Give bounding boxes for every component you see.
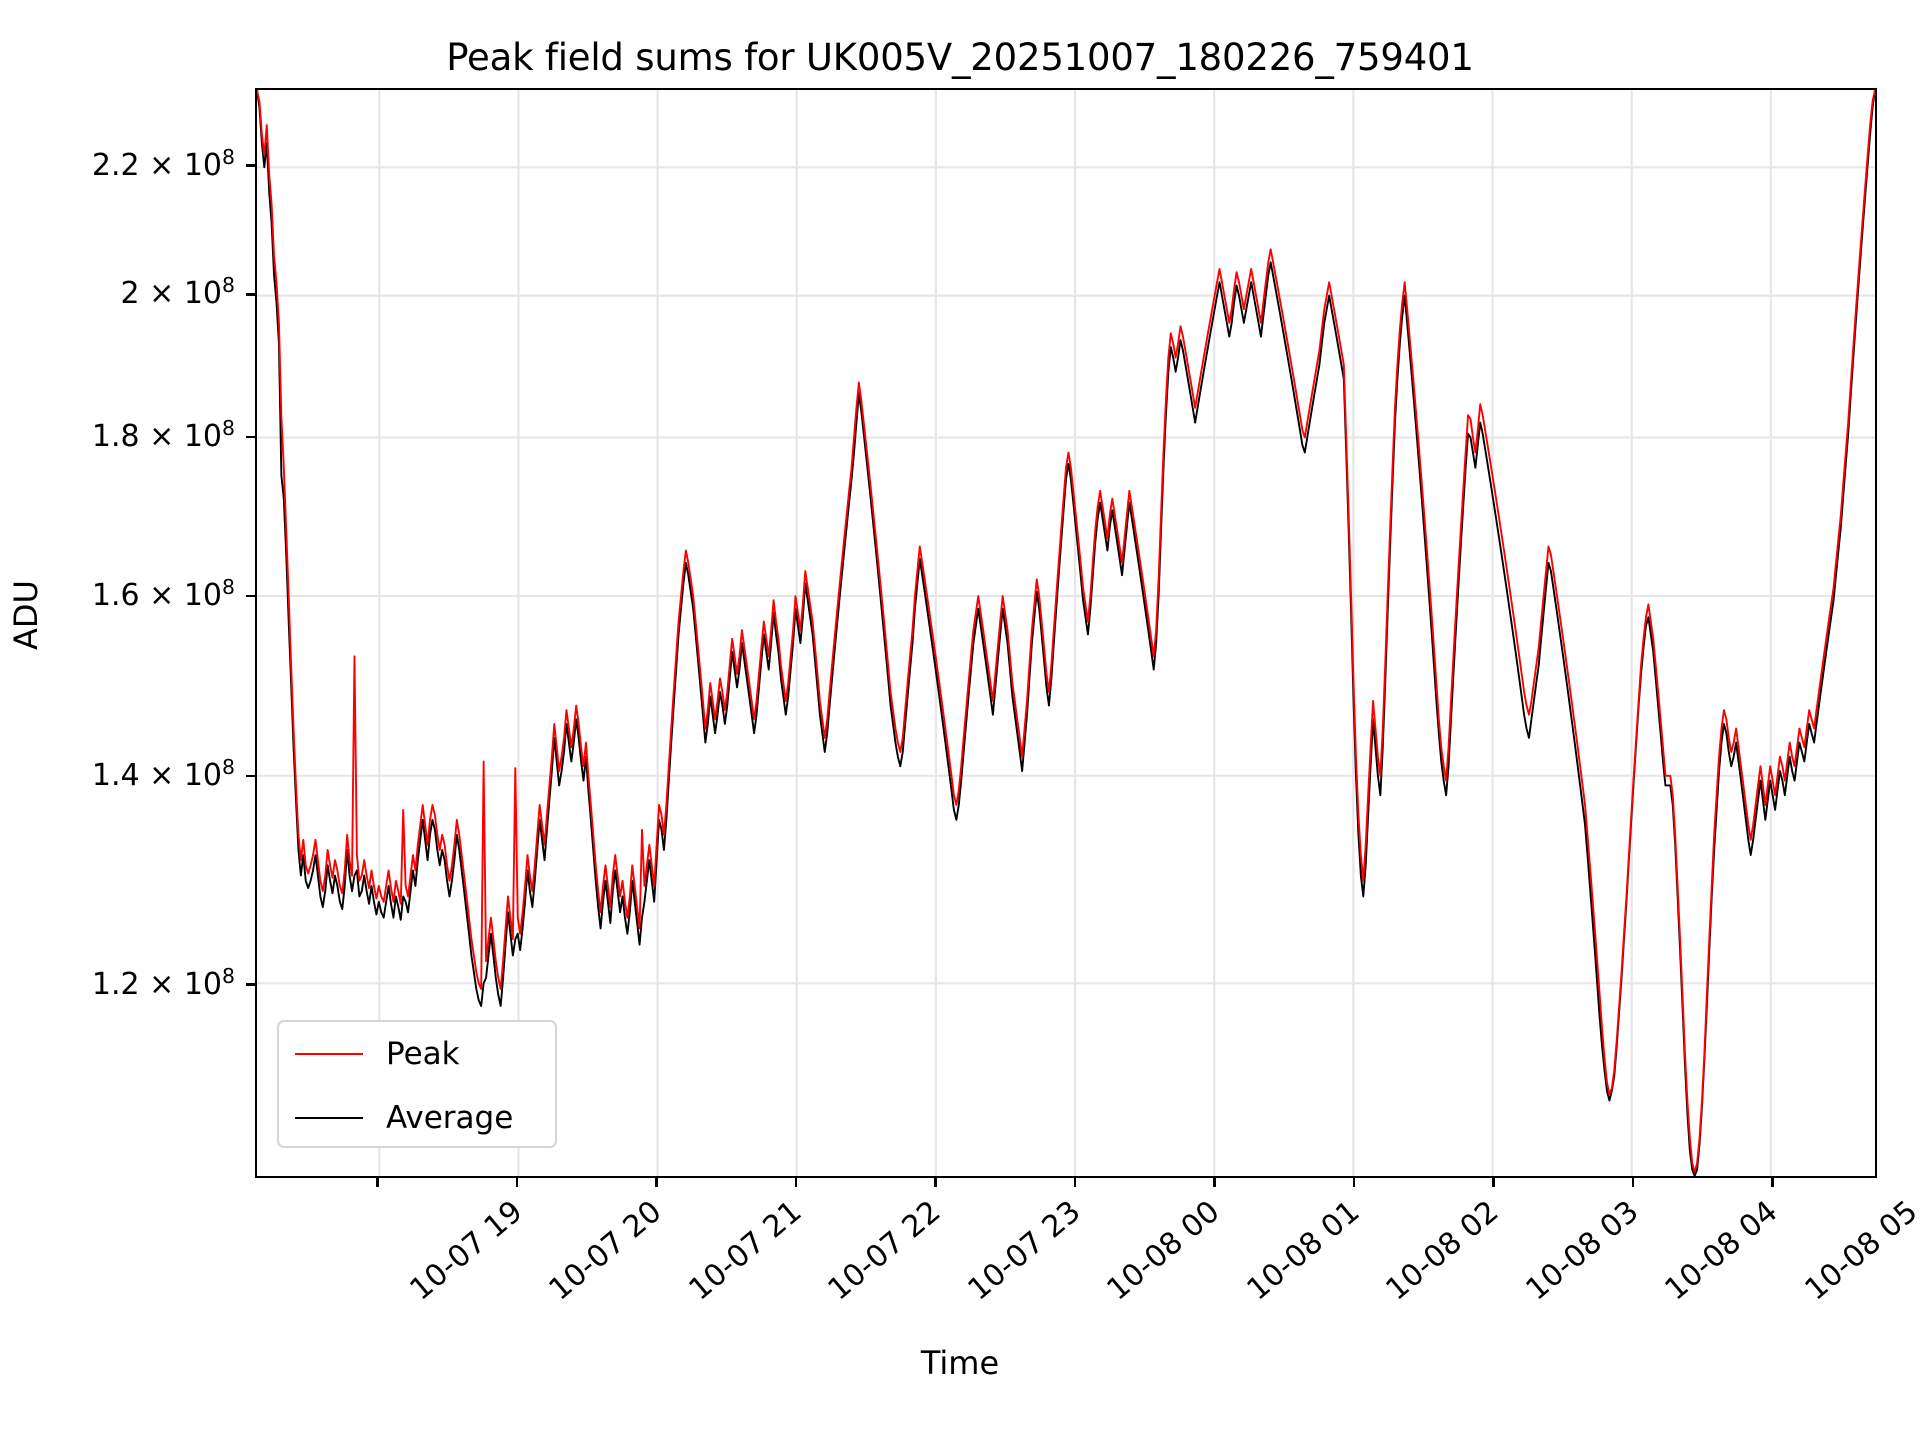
x-tick-label: 10-07 19 <box>403 1194 529 1308</box>
x-tick-label: 10-07 23 <box>961 1194 1087 1308</box>
y-tick-label: 2 × 108 <box>120 273 235 312</box>
x-tick-mark <box>655 1178 658 1187</box>
x-tick-mark <box>1213 1178 1216 1187</box>
y-tick-label: 1.6 × 108 <box>91 574 235 613</box>
x-tick-mark <box>376 1178 379 1187</box>
x-tick-label: 10-08 00 <box>1100 1194 1227 1308</box>
x-tick-mark <box>1492 1178 1495 1187</box>
x-tick-label: 10-07 22 <box>821 1194 948 1308</box>
chart-legend: Peak Average <box>277 1020 557 1148</box>
y-tick-label: 1.2 × 108 <box>91 963 235 1002</box>
data-series <box>257 90 1875 1176</box>
y-tick-mark <box>246 293 255 296</box>
y-tick-mark <box>246 164 255 167</box>
x-tick-mark <box>515 1178 519 1187</box>
y-tick-mark <box>246 983 255 986</box>
x-tick-label: 10-07 20 <box>542 1194 669 1308</box>
x-tick-mark <box>934 1178 937 1187</box>
x-tick-mark <box>794 1178 798 1187</box>
plot-area <box>255 88 1877 1178</box>
y-tick-mark <box>246 594 255 598</box>
chart-title: Peak field sums for UK005V_20251007_1802… <box>446 36 1474 79</box>
x-tick-mark <box>1073 1178 1077 1187</box>
series-line-average <box>257 90 1875 1176</box>
x-tick-label: 10-08 04 <box>1658 1194 1785 1308</box>
x-tick-label: 10-08 01 <box>1240 1194 1366 1308</box>
x-tick-label: 10-08 02 <box>1379 1194 1506 1308</box>
legend-item-peak: Peak <box>279 1022 555 1086</box>
legend-item-average: Average <box>279 1086 555 1150</box>
x-axis-label: Time <box>920 1344 1000 1382</box>
x-tick-label: 10-07 21 <box>682 1194 808 1308</box>
y-tick-mark <box>246 435 255 438</box>
y-tick-label: 1.4 × 108 <box>91 755 235 794</box>
y-tick-label: 2.2 × 108 <box>91 144 235 183</box>
gridlines <box>257 90 1875 1176</box>
x-tick-label: 10-08 03 <box>1519 1194 1645 1308</box>
y-tick-mark <box>246 775 255 778</box>
x-tick-mark <box>1771 1178 1774 1187</box>
legend-label-peak: Peak <box>386 1036 460 1072</box>
series-line-peak <box>257 90 1875 1174</box>
legend-swatch-average-icon <box>295 1116 363 1120</box>
x-tick-mark <box>1352 1178 1356 1187</box>
legend-label-average: Average <box>386 1100 514 1136</box>
x-tick-label: 10-08 05 <box>1798 1194 1920 1308</box>
x-tick-mark <box>1631 1178 1635 1187</box>
legend-swatch-peak-icon <box>295 1052 363 1056</box>
y-tick-label: 1.8 × 108 <box>91 415 235 454</box>
